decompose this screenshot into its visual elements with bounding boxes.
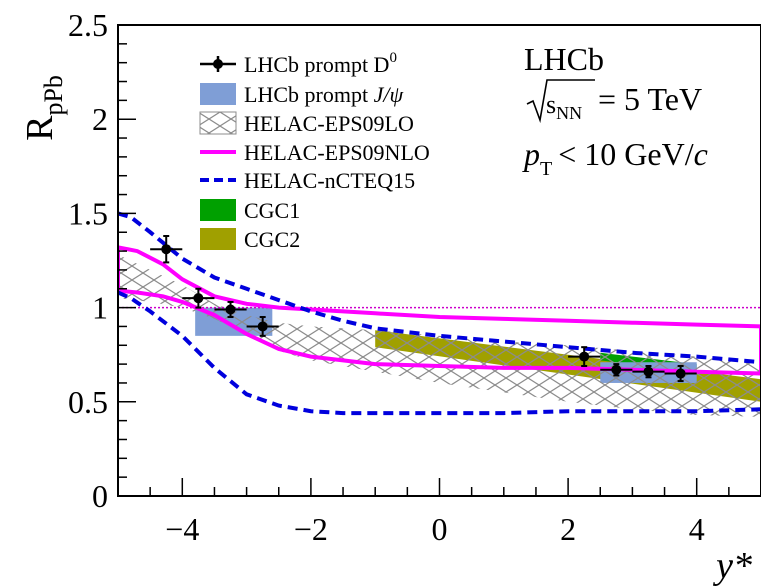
d0-point-4 xyxy=(568,346,601,368)
legend: LHCb prompt D0 LHCb prompt J/ψ HELAC-EPS… xyxy=(199,50,430,252)
legend-label-cgc1: CGC1 xyxy=(244,198,300,223)
d0-marker-0 xyxy=(161,244,172,255)
x-tick-label: 4 xyxy=(689,511,705,547)
legend-label-cgc2: CGC2 xyxy=(244,227,300,252)
d0-point-3 xyxy=(246,316,279,337)
experiment-label: LHCb xyxy=(524,41,604,77)
d0-marker-6 xyxy=(643,366,654,377)
y-tick-label: 0 xyxy=(92,478,108,514)
d0-point-0 xyxy=(150,235,183,264)
x-tick-label: 0 xyxy=(432,511,448,547)
y-tick-label: 0.5 xyxy=(68,384,108,420)
d0-marker-3 xyxy=(257,321,268,332)
d0-marker-5 xyxy=(611,364,622,375)
legend-label-jpsi: LHCb prompt J/ψ xyxy=(244,82,403,107)
d0-point-6 xyxy=(632,365,665,379)
y-tick-label: 1 xyxy=(92,290,108,326)
d0-marker-4 xyxy=(579,351,590,362)
axis-ticks: −4 −2 0 2 4 0 0.5 1 1.5 2 2.5 xyxy=(68,7,761,547)
data-points xyxy=(150,235,697,383)
legend-swatch-cgc1 xyxy=(200,199,236,221)
ncteq15-lower xyxy=(118,290,761,416)
legend-swatch-d0 xyxy=(200,56,236,72)
y-axis-label: RpPb xyxy=(19,75,68,141)
eps09lo-band xyxy=(118,254,761,417)
y-tick-label: 1.5 xyxy=(68,195,108,231)
legend-label-eps09lo: HELAC-EPS09LO xyxy=(244,111,414,136)
sqrt-symbol xyxy=(526,79,595,124)
legend-swatch-jpsi xyxy=(200,83,236,105)
x-tick-label: 2 xyxy=(560,511,576,547)
legend-swatch-eps09lo xyxy=(199,111,237,135)
legend-label-d0: LHCb prompt D0 xyxy=(244,50,397,77)
d0-marker-1 xyxy=(193,293,204,304)
d0-point-2 xyxy=(214,300,247,319)
eps09nlo-band xyxy=(118,245,761,376)
legend-label-ncteq15: HELAC-nCTEQ15 xyxy=(244,168,415,193)
d0-point-7 xyxy=(664,365,697,383)
annotation: LHCb sNN = 5 TeV pT < 10 GeV/c xyxy=(522,41,708,180)
d0-point-5 xyxy=(600,363,633,377)
d0-point-1 xyxy=(182,287,215,309)
energy-label: = 5 TeV xyxy=(598,81,702,117)
d0-marker-2 xyxy=(225,304,236,315)
x-tick-label: −2 xyxy=(294,511,328,547)
pt-label: pT < 10 GeV/c xyxy=(522,136,708,180)
legend-label-eps09nlo: HELAC-EPS09NLO xyxy=(244,140,430,165)
sqrt-s-label: sNN xyxy=(546,90,582,123)
x-axis-label: y* xyxy=(712,545,752,587)
legend-swatch-cgc2 xyxy=(200,228,236,250)
d0-marker-7 xyxy=(675,368,686,379)
y-tick-label: 2.5 xyxy=(68,7,108,43)
x-tick-label: −4 xyxy=(165,511,199,547)
y-axis-label-sub: pPb xyxy=(39,75,68,115)
y-tick-label: 2 xyxy=(92,101,108,137)
